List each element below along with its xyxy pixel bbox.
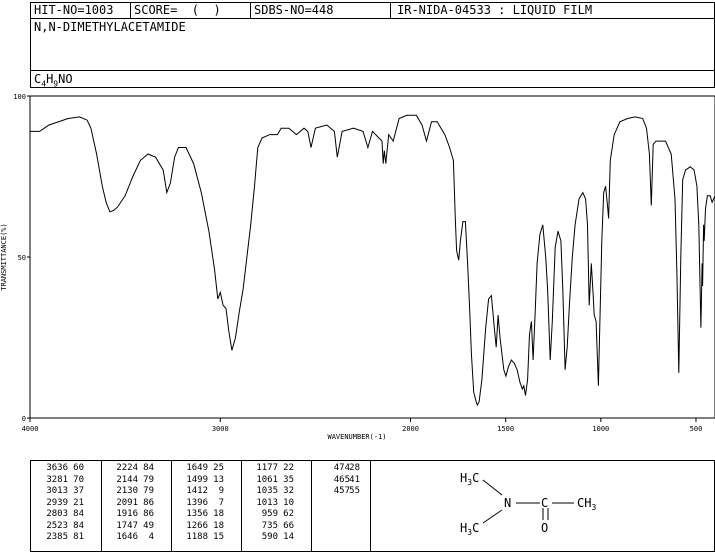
peak-transmittance: 37 (73, 486, 84, 496)
peak-wavenumber: 2523 (46, 520, 68, 531)
peak-table-divider (101, 460, 102, 552)
x-tick-label: 500 (690, 425, 703, 433)
atom-c: C (541, 496, 548, 510)
peak-transmittance: 13 (213, 474, 224, 485)
peak-wavenumber: 1061 (256, 474, 278, 485)
sdbs-number: SDBS-NO=448 (254, 3, 334, 17)
score: SCORE= ( ) (134, 3, 221, 17)
peak-transmittance: 86 (143, 497, 154, 508)
peak-wavenumber: 1747 (116, 520, 138, 531)
peak-transmittance: 84 (143, 463, 154, 473)
peak-transmittance: 28 (349, 463, 360, 473)
peak-wavenumber: 1013 (256, 497, 278, 508)
ir-spectrum-chart: 4000 3000 2000 1500 1000 500 0 50 100 WAVENUMBER… (0, 93, 715, 441)
bond (482, 479, 503, 496)
peak-wavenumber: 3636 (46, 463, 68, 473)
peak-wavenumber: 1396 (186, 497, 208, 508)
peak-wavenumber: 1649 (186, 463, 208, 473)
peak-wavenumber: 2130 (116, 486, 138, 496)
peak-transmittance: 84 (73, 509, 84, 519)
peak-transmittance: 84 (73, 520, 84, 531)
peak-transmittance: 86 (143, 509, 154, 519)
peak-transmittance: 18 (213, 520, 224, 531)
y-tick-label: 100 (13, 93, 26, 101)
peak-wavenumber: 1499 (186, 474, 208, 485)
peak-transmittance: 79 (143, 486, 154, 496)
peak-wavenumber: 590 (261, 532, 278, 542)
atom-o: O (541, 521, 548, 535)
divider (390, 2, 391, 19)
peak-transmittance: 60 (73, 463, 84, 473)
peak-transmittance: 7 (218, 497, 224, 508)
x-tick-label: 2000 (402, 425, 419, 433)
x-tick-label: 3000 (212, 425, 229, 433)
y-tick-label: 0 (22, 415, 26, 423)
peak-transmittance: 10 (283, 497, 294, 508)
hit-number: HIT-NO=1003 (34, 3, 114, 17)
divider (130, 2, 131, 19)
peak-wavenumber: 1356 (186, 509, 208, 519)
y-axis-label: TRANSMITTANCE(%) (0, 223, 8, 290)
atom-n: N (504, 496, 511, 510)
peak-transmittance: 15 (213, 532, 224, 542)
atom-ch3-top: H3C (460, 471, 479, 487)
peak-wavenumber: 2144 (116, 474, 138, 485)
peak-transmittance: 70 (73, 474, 84, 485)
peak-table-divider (241, 460, 242, 552)
spectrum-line (30, 114, 715, 407)
peak-transmittance: 49 (143, 520, 154, 531)
x-tick-label: 1000 (592, 425, 609, 433)
peak-wavenumber: 1412 (186, 486, 208, 496)
peak-transmittance: 35 (283, 474, 294, 485)
peak-transmittance: 79 (143, 474, 154, 485)
peak-wavenumber: 2385 (46, 532, 68, 542)
peak-transmittance: 18 (213, 509, 224, 519)
peak-table-divider (370, 460, 371, 552)
peak-transmittance: 21 (73, 497, 84, 508)
peak-wavenumber: 2091 (116, 497, 138, 508)
x-axis-label: WAVENUMBER(-1) (327, 433, 386, 441)
peak-transmittance: 4 (148, 532, 154, 542)
peak-table-divider (171, 460, 172, 552)
peak-wavenumber: 1266 (186, 520, 208, 531)
peak-table-divider (311, 460, 312, 552)
atom-ch3-right: CH3 (577, 496, 596, 512)
peak-wavenumber: 3013 (46, 486, 68, 496)
peak-wavenumber: 474 (333, 463, 350, 473)
molecular-formula: C4H9NO (34, 72, 73, 89)
peak-transmittance: 32 (283, 486, 294, 496)
peak-transmittance: 62 (283, 509, 294, 519)
peak-transmittance: 14 (283, 532, 294, 542)
peak-wavenumber: 2939 (46, 497, 68, 508)
peak-transmittance: 81 (73, 532, 84, 542)
y-tick-label: 50 (18, 254, 26, 262)
peak-wavenumber: 1646 (116, 532, 138, 542)
x-tick-label: 1500 (497, 425, 514, 433)
peak-transmittance: 9 (218, 486, 224, 496)
peak-wavenumber: 2803 (46, 509, 68, 519)
bond (482, 509, 503, 524)
peak-transmittance: 41 (349, 474, 360, 485)
divider (250, 2, 251, 19)
peak-wavenumber: 1035 (256, 486, 278, 496)
peak-wavenumber: 1916 (116, 509, 138, 519)
peak-wavenumber: 2224 (116, 463, 138, 473)
ir-code: IR-NIDA-04533 : LIQUID FILM (397, 3, 593, 17)
peak-wavenumber: 1177 (256, 463, 278, 473)
peak-transmittance: 22 (283, 463, 294, 473)
peak-wavenumber: 959 (261, 509, 278, 519)
peak-wavenumber: 457 (333, 486, 350, 496)
peak-transmittance: 55 (349, 486, 360, 496)
atom-ch3-bottom: H3C (460, 521, 479, 537)
peak-wavenumber: 1188 (186, 532, 208, 542)
compound-name: N,N-DIMETHYLACETAMIDE (34, 20, 186, 34)
peak-wavenumber: 465 (333, 474, 350, 485)
x-tick-label: 4000 (22, 425, 39, 433)
structure-diagram: H3C H3C N C O CH3 (460, 471, 596, 537)
peak-wavenumber: 3281 (46, 474, 68, 485)
peak-transmittance: 66 (283, 520, 294, 531)
peak-wavenumber: 735 (261, 520, 278, 531)
peak-transmittance: 25 (213, 463, 224, 473)
